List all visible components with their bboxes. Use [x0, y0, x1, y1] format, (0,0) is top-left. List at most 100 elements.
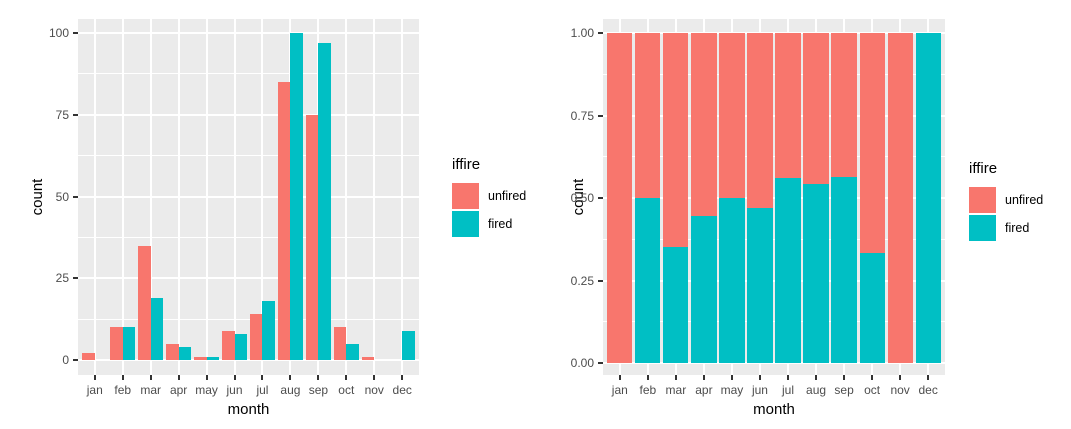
legend-key-unfired: unfired	[452, 182, 526, 209]
y-tick-mark	[73, 32, 78, 34]
x-tick-label: sep	[834, 383, 854, 397]
bar-unfired-may	[719, 33, 745, 198]
x-tick-label: nov	[364, 383, 384, 397]
gridline-y-major	[78, 359, 419, 361]
bar-fired-jun	[747, 207, 773, 363]
legend-key-fired: fired	[969, 214, 1043, 241]
legend-swatch-fired	[452, 210, 479, 237]
x-tick-mark	[927, 375, 930, 380]
y-tick-mark	[598, 32, 603, 34]
y-tick-label: 0.00	[570, 356, 594, 370]
gridline-y-major	[603, 279, 945, 282]
legend-keys: unfired fired	[452, 182, 526, 237]
x-tick-mark	[618, 375, 621, 380]
x-tick-mark	[205, 375, 208, 380]
y-tick-mark	[73, 113, 78, 116]
gridline-x-major	[233, 19, 236, 375]
legend-title: iffire	[969, 160, 998, 177]
bar-fired-dec	[402, 330, 415, 360]
x-tick-label: oct	[338, 383, 355, 397]
bar-unfired-aug	[277, 82, 291, 360]
x-tick-label: jan	[611, 383, 628, 397]
plot-panel	[78, 19, 419, 375]
gridline-y-minor	[603, 321, 945, 323]
x-tick-mark	[758, 375, 761, 380]
x-tick-label: mar	[665, 383, 687, 397]
x-tick-label: jun	[751, 383, 768, 397]
y-tick-mark	[73, 195, 78, 198]
x-tick-label: mar	[140, 383, 161, 397]
x-tick-label: aug	[806, 383, 827, 397]
y-tick-mark	[598, 197, 603, 199]
x-tick-label: dec	[392, 383, 412, 397]
y-tick-label: 0.50	[570, 191, 594, 205]
x-tick-mark	[401, 375, 404, 380]
x-tick-mark	[93, 375, 96, 380]
bar-fired-mar	[150, 297, 164, 360]
gridline-y-major	[78, 277, 419, 280]
bar-fired-dec	[915, 33, 941, 363]
x-tick-label: may	[195, 383, 218, 397]
y-tick-mark	[598, 279, 603, 282]
gridline-y-minor	[603, 238, 945, 240]
bar-unfired-nov	[887, 33, 913, 363]
x-tick-label: sep	[308, 383, 329, 397]
gridline-x-major	[149, 19, 152, 375]
legend-key-fired: fired	[452, 210, 526, 237]
x-tick-label: jun	[226, 383, 243, 397]
bar-unfired-feb	[635, 33, 661, 198]
bar-unfired-sep	[305, 114, 319, 360]
x-tick-label: aug	[280, 383, 301, 397]
gridline-y-major	[603, 114, 945, 117]
bar-fired-jul	[262, 301, 276, 360]
gridline-x-major	[401, 19, 404, 375]
bar-unfired-aug	[803, 33, 829, 185]
x-tick-mark	[787, 375, 790, 380]
x-tick-mark	[149, 375, 152, 380]
bar-unfired-sep	[831, 33, 857, 177]
gridline-y-major	[78, 113, 419, 116]
gridline-x-major	[177, 19, 180, 375]
x-tick-label: jul	[256, 383, 269, 397]
legend-label: unfired	[1005, 192, 1044, 207]
bar-fired-feb	[635, 198, 661, 363]
x-tick-mark	[317, 375, 320, 380]
x-tick-mark	[871, 375, 874, 380]
gridline-y-major	[603, 362, 945, 364]
y-tick-label: 25	[55, 271, 69, 286]
gridline-y-minor	[603, 156, 945, 158]
y-tick-label: 0.25	[570, 273, 594, 288]
x-tick-label: jul	[782, 383, 795, 397]
x-tick-mark	[843, 375, 846, 380]
plot-panel	[603, 19, 945, 375]
y-tick-label: 100	[48, 26, 69, 40]
x-tick-mark	[646, 375, 649, 380]
x-tick-label: jan	[86, 383, 103, 397]
legend-label: fired	[488, 216, 513, 231]
x-tick-mark	[730, 375, 733, 380]
x-tick-mark	[373, 375, 376, 380]
x-tick-label: feb	[114, 383, 132, 397]
legend-key-unfired: unfired	[969, 186, 1043, 213]
x-tick-mark	[289, 375, 292, 380]
legend-swatch-unfired	[969, 186, 996, 213]
gridline-y-minor	[78, 318, 419, 320]
gridline-x-major	[205, 19, 208, 375]
y-tick-label: 0.75	[570, 108, 594, 123]
y-tick-mark	[598, 114, 603, 117]
x-tick-mark	[702, 375, 705, 380]
gridline-y-major	[603, 32, 945, 34]
x-tick-label: oct	[864, 383, 881, 397]
bar-unfired-jun	[221, 330, 235, 360]
bar-fired-may	[206, 356, 220, 360]
bar-fired-oct	[346, 343, 359, 360]
y-tick-mark	[73, 277, 78, 280]
legend-swatch-unfired	[452, 182, 479, 209]
x-tick-mark	[261, 375, 264, 380]
bar-unfired-jul	[249, 314, 263, 360]
bar-fired-sep	[318, 42, 331, 360]
x-tick-label: nov	[890, 383, 910, 397]
count-by-month-dodged-bar-chart: count month iffire unfired fired 0 25 50 75 1…	[0, 0, 535, 429]
gridline-y-major	[603, 197, 945, 199]
bar-fired-apr	[178, 346, 192, 360]
